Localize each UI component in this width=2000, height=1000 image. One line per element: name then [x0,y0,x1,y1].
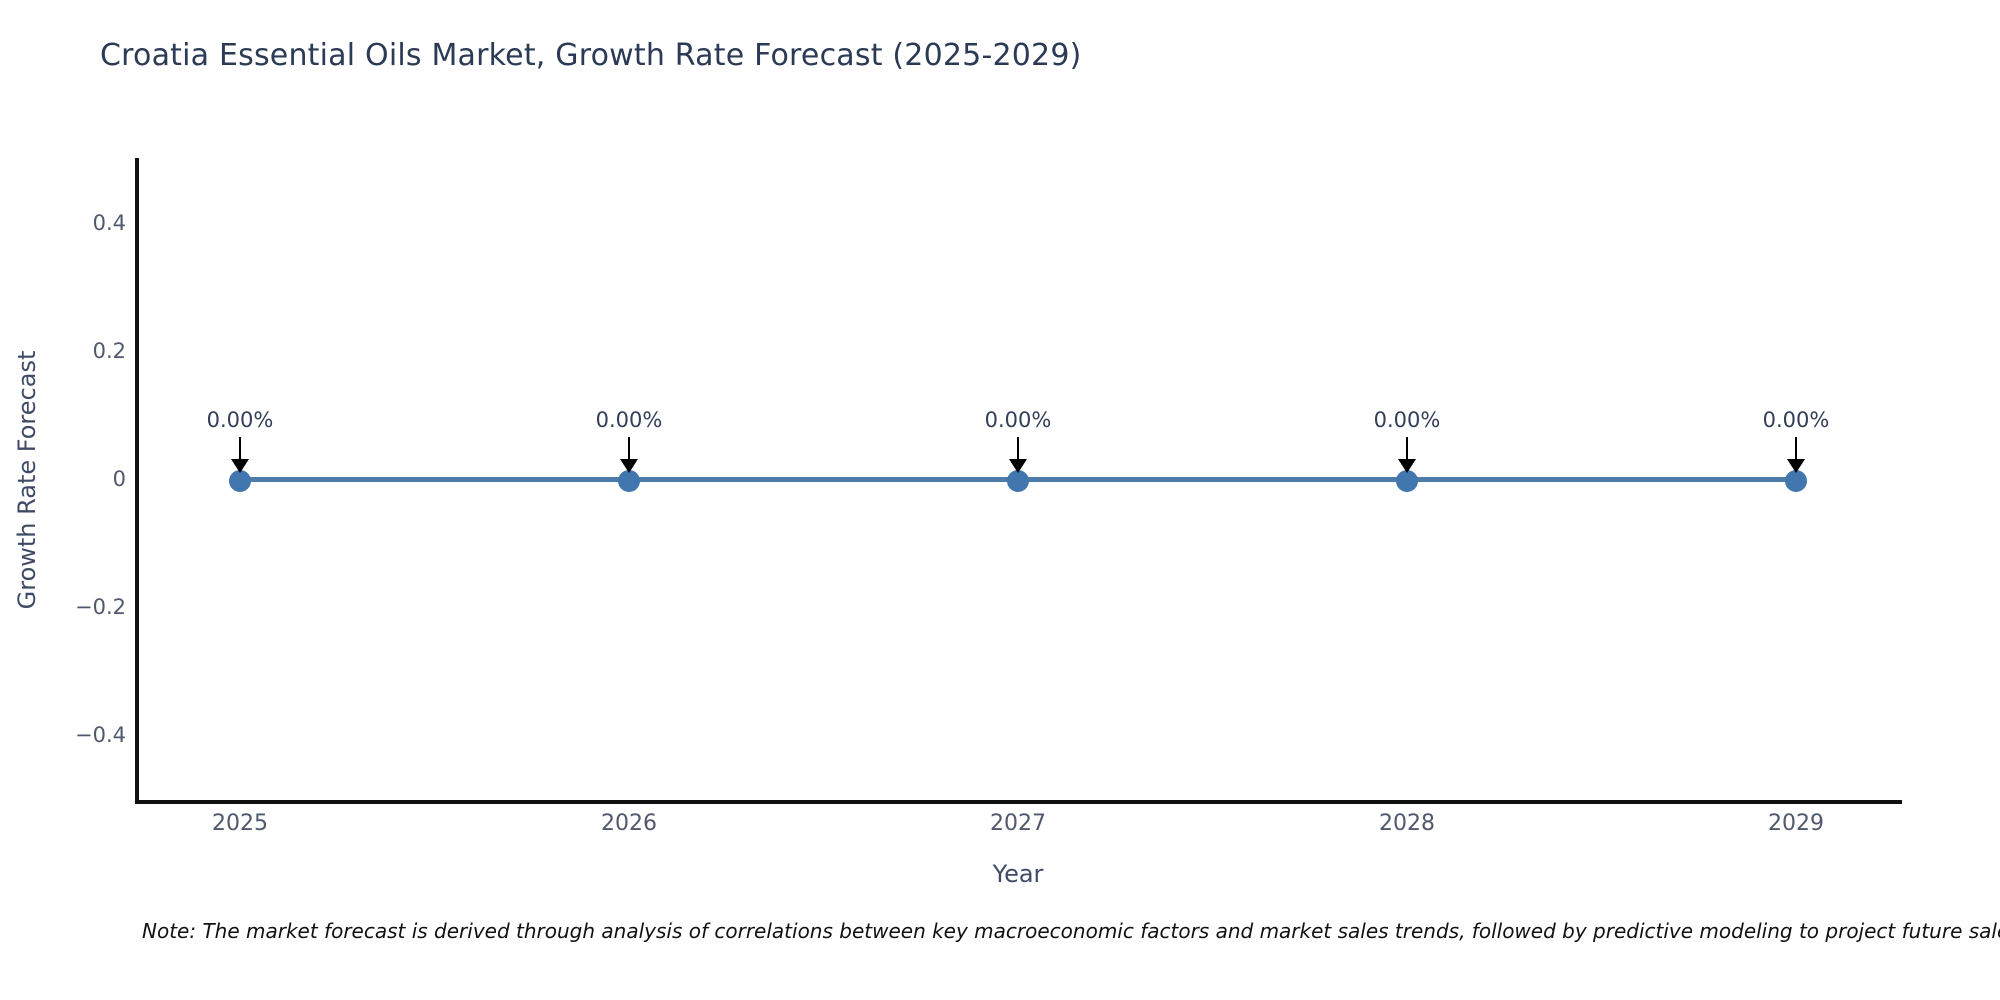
y-tick-label: 0.2 [92,339,126,363]
chart-title: Croatia Essential Oils Market, Growth Ra… [100,38,1082,73]
footnote: Note: The market forecast is derived thr… [142,919,2000,943]
annotation-arrow-shaft [628,437,630,461]
x-axis-line [135,800,1902,804]
data-label-2028: 0.00% [1373,408,1441,432]
data-point-marker-2027 [1007,470,1029,492]
annotation-arrow-shaft [239,437,241,461]
annotation-arrow-shaft [1795,437,1797,461]
x-tick-label: 2029 [1768,811,1824,836]
x-tick-label: 2028 [1379,811,1435,836]
data-label-2029: 0.00% [1762,408,1830,432]
annotation-arrow-head-icon [1398,459,1416,473]
x-tick-label: 2026 [601,811,657,836]
annotation-arrow-head-icon [231,459,249,473]
y-tick-label: 0 [112,467,126,491]
y-tick-label: −0.4 [75,723,126,747]
annotation-arrow-shaft [1017,437,1019,461]
annotation-arrow-head-icon [1009,459,1027,473]
data-point-marker-2026 [618,470,640,492]
x-axis-title: Year [992,860,1044,888]
data-label-2026: 0.00% [595,408,663,432]
y-tick-label: −0.2 [75,595,126,619]
x-tick-label: 2025 [212,811,268,836]
y-axis-line [135,158,139,804]
annotation-arrow-shaft [1406,437,1408,461]
x-tick-label: 2027 [990,811,1046,836]
data-label-2027: 0.00% [984,408,1052,432]
data-point-marker-2028 [1396,470,1418,492]
data-point-marker-2029 [1785,470,1807,492]
annotation-arrow-head-icon [620,459,638,473]
data-point-marker-2025 [229,470,251,492]
annotation-arrow-head-icon [1787,459,1805,473]
y-tick-label: 0.4 [92,211,126,235]
data-label-2025: 0.00% [206,408,274,432]
